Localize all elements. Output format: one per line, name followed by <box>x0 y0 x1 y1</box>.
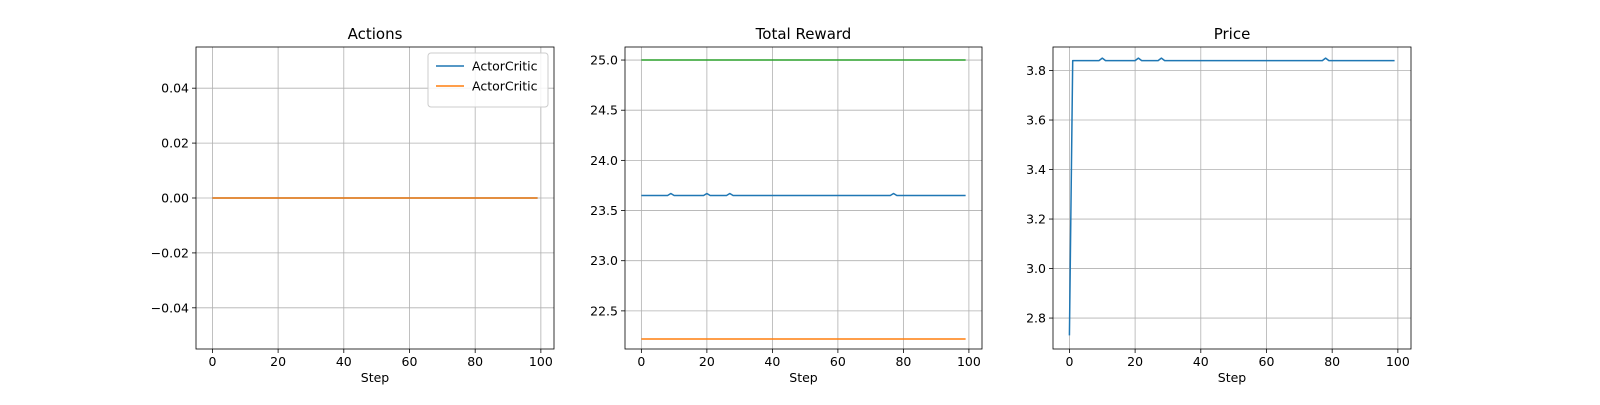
axes-frame <box>624 46 983 350</box>
y-tick-label: −0.04 <box>151 300 189 315</box>
y-tick-label: 3.0 <box>1026 261 1046 276</box>
y-tick-label: 25.0 <box>590 53 618 68</box>
legend-label: ActorCritic <box>472 59 538 74</box>
x-tick-label: 40 <box>1193 354 1209 369</box>
y-tick-label: 23.0 <box>590 253 618 268</box>
x-axis-label: Step <box>361 370 390 385</box>
chart-panel-3: 0 20 40 60 80 100 2.8 3.0 3.2 3.4 3.6 3.8 Price Step <box>1026 25 1412 385</box>
legend: ActorCritic ActorCritic <box>427 52 549 108</box>
x-tick-label: 20 <box>1127 354 1143 369</box>
axes-frame <box>1052 46 1412 350</box>
y-tick-label: 3.2 <box>1026 212 1046 227</box>
chart-title: Price <box>1214 25 1251 43</box>
x-tick-label: 80 <box>895 354 911 369</box>
chart-title: Total Reward <box>755 25 852 43</box>
y-tick-label: 24.0 <box>590 153 618 168</box>
y-tick-label: 22.5 <box>590 303 618 318</box>
y-tick-label: 0.04 <box>161 81 189 96</box>
x-tick-label: 100 <box>957 354 981 369</box>
y-tick-label: 0.00 <box>161 191 189 206</box>
x-tick-label: 100 <box>529 354 553 369</box>
x-tick-label: 0 <box>1065 354 1073 369</box>
series-line-1 <box>641 192 966 197</box>
legend-label: ActorCritic <box>472 79 538 94</box>
y-tick-label: 3.4 <box>1026 162 1046 177</box>
x-tick-label: 40 <box>336 354 352 369</box>
y-tick-label: 0.02 <box>161 136 189 151</box>
y-tick-label: 24.5 <box>590 103 618 118</box>
y-tick-label: 23.5 <box>590 203 618 218</box>
x-tick-label: 20 <box>270 354 286 369</box>
y-tick-label: 3.6 <box>1026 113 1046 128</box>
x-tick-label: 60 <box>1259 354 1275 369</box>
x-tick-label: 60 <box>830 354 846 369</box>
y-tick-label: 2.8 <box>1026 311 1046 326</box>
x-tick-label: 40 <box>764 354 780 369</box>
chart-panel-1: 0 20 40 60 80 100 −0.04 −0.02 0.00 0.02 0.04 Action… <box>151 25 555 385</box>
y-tick-label: 3.8 <box>1026 63 1046 78</box>
y-tick-label: −0.02 <box>151 245 189 260</box>
x-tick-label: 60 <box>402 354 418 369</box>
chart-title: Actions <box>348 25 403 43</box>
x-tick-label: 0 <box>637 354 645 369</box>
x-tick-label: 0 <box>208 354 216 369</box>
x-tick-label: 80 <box>1324 354 1340 369</box>
x-axis-label: Step <box>789 370 818 385</box>
x-tick-label: 80 <box>467 354 483 369</box>
series-line-1 <box>1068 57 1395 336</box>
chart-panel-2: 0 20 40 60 80 100 22.5 23.0 23.5 24.0 24.5 25.0 Tota… <box>590 25 983 385</box>
x-tick-label: 20 <box>699 354 715 369</box>
x-tick-label: 100 <box>1386 354 1410 369</box>
x-axis-label: Step <box>1218 370 1247 385</box>
